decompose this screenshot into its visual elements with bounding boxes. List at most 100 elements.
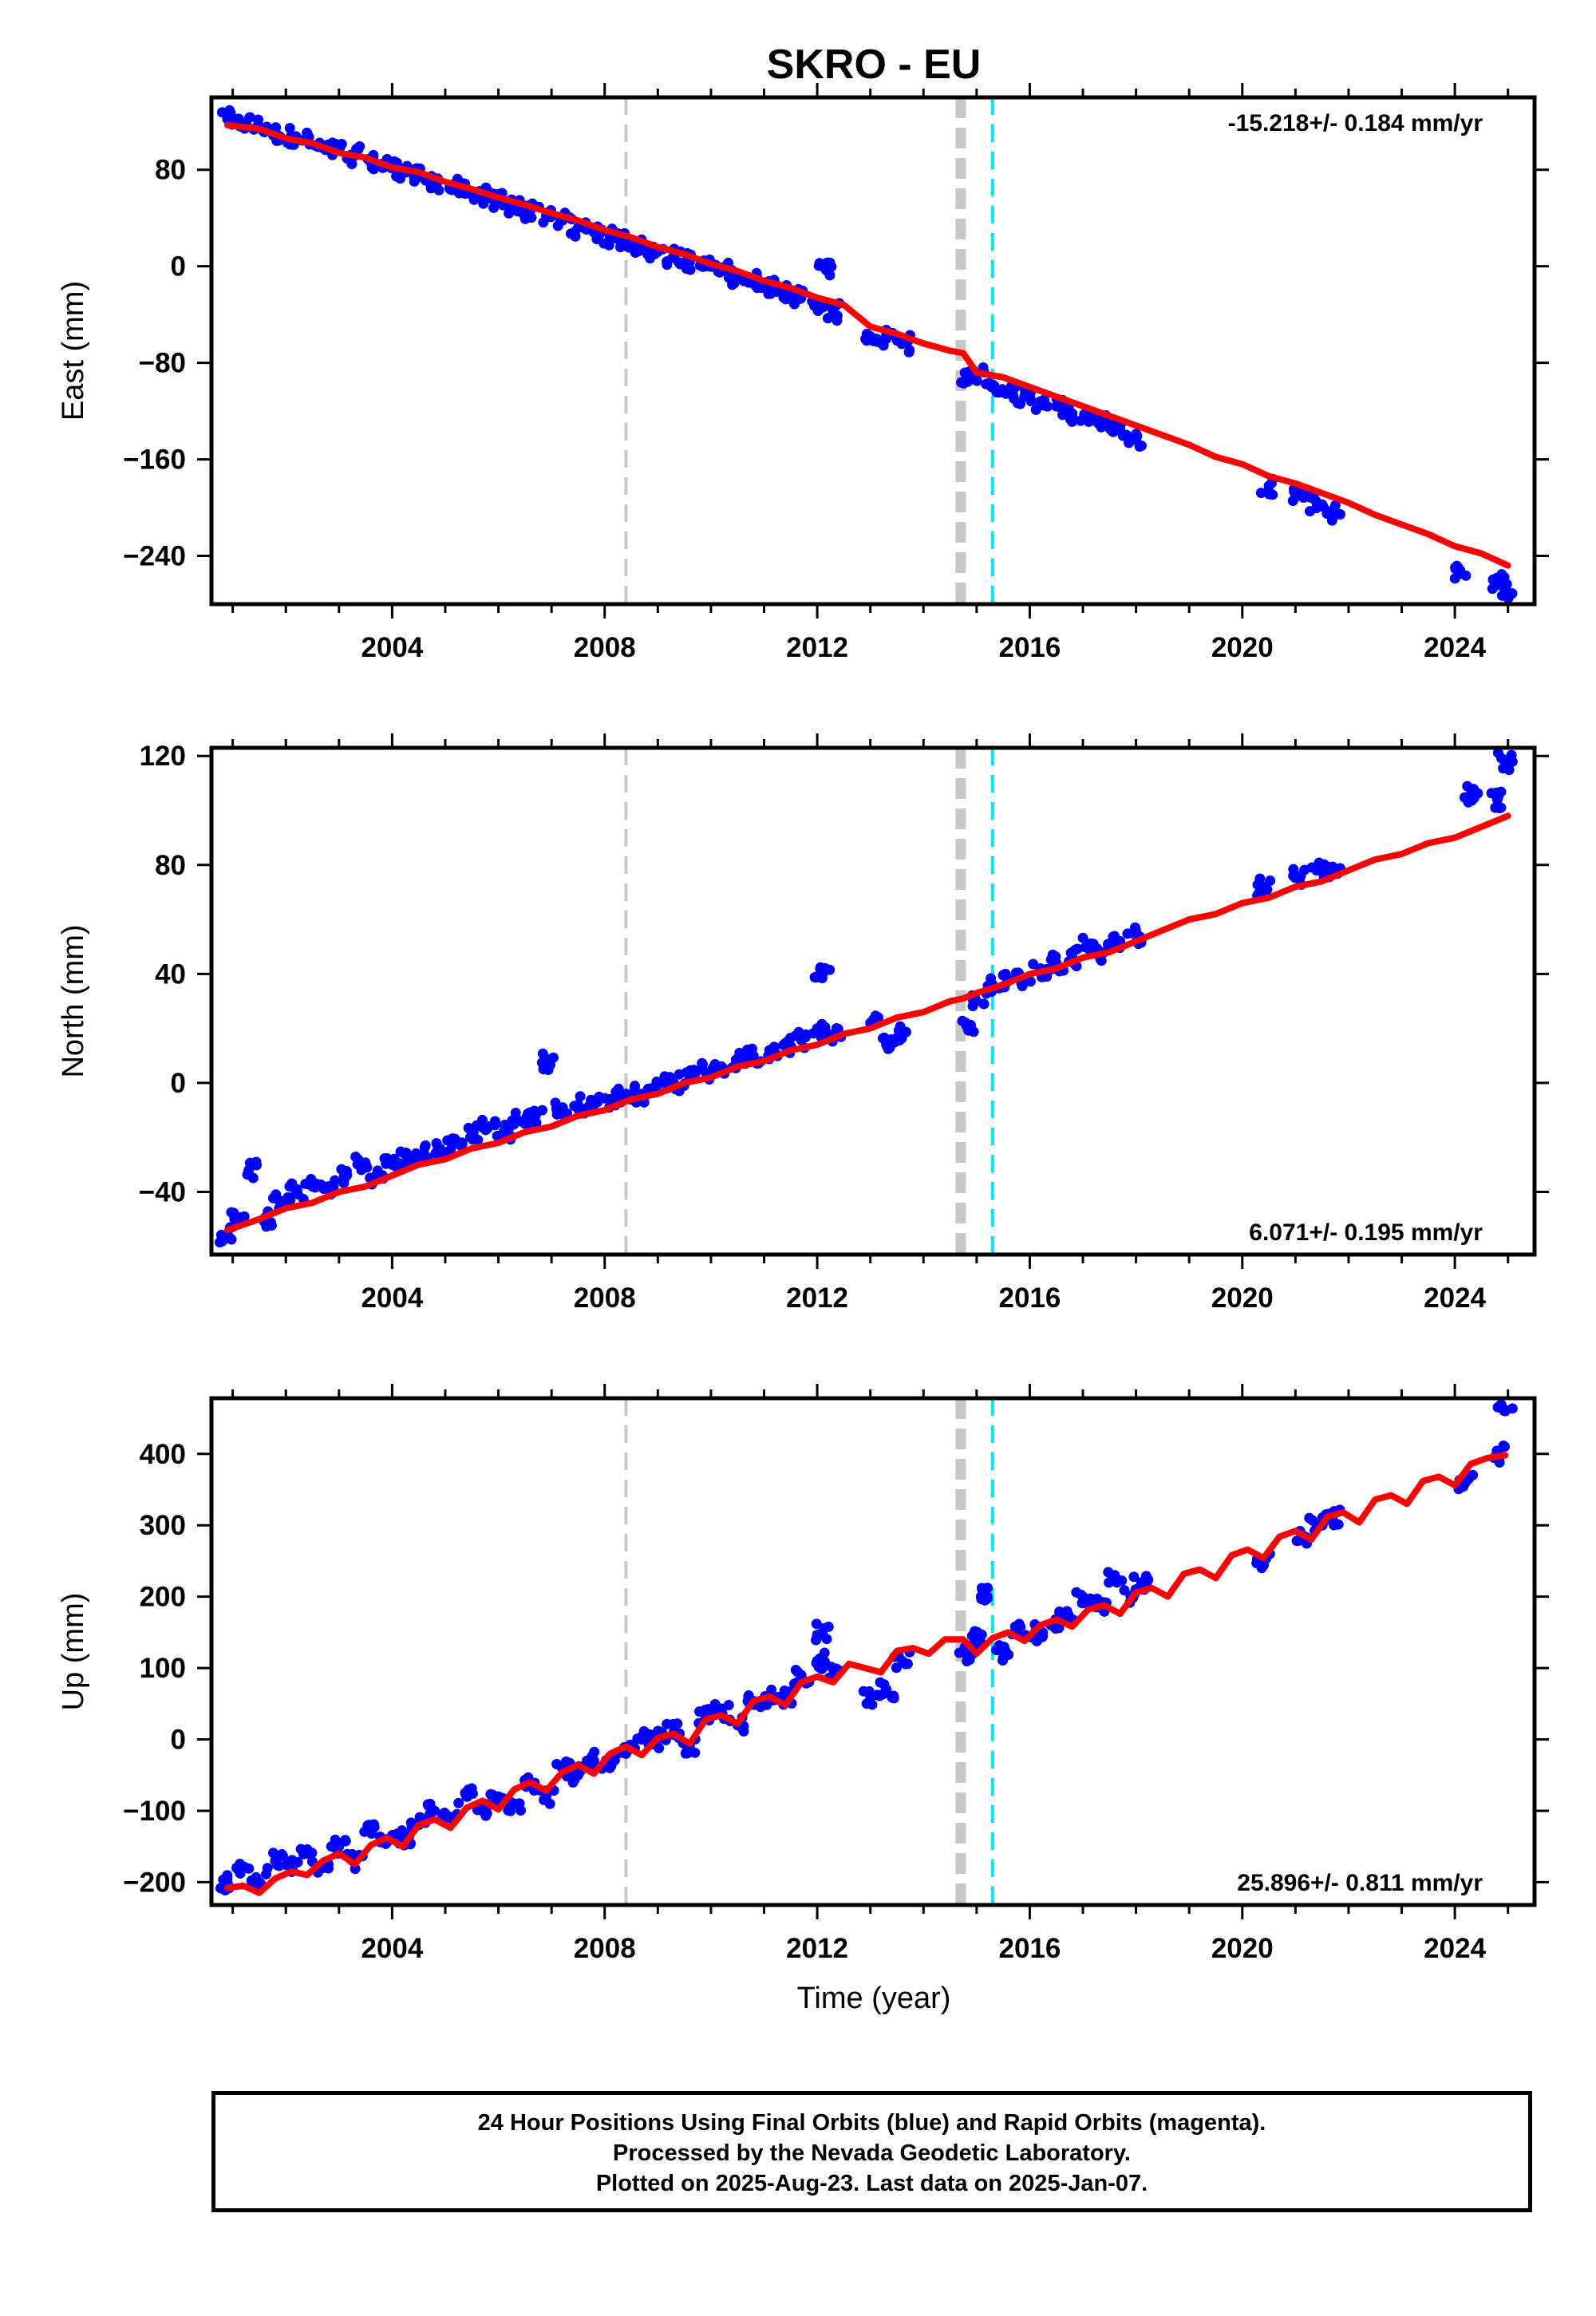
data-point bbox=[453, 1797, 464, 1808]
data-point bbox=[537, 1105, 548, 1116]
panel-east: 2004 2008 2012 2016 2020 2024 80 0 −80 −160 −240 Ea… bbox=[57, 83, 1549, 663]
x-tick-label: 2012 bbox=[786, 632, 848, 663]
data-point bbox=[1494, 579, 1505, 591]
data-point bbox=[900, 1658, 911, 1670]
data-point bbox=[1256, 1563, 1267, 1574]
data-point bbox=[709, 1699, 721, 1710]
data-point bbox=[503, 1804, 514, 1816]
data-point bbox=[526, 212, 537, 223]
data-point bbox=[488, 202, 500, 213]
data-point bbox=[691, 1065, 702, 1077]
data-point bbox=[538, 1064, 549, 1075]
data-point bbox=[395, 1146, 406, 1157]
x-tick-label: 2008 bbox=[574, 632, 636, 663]
data-point bbox=[330, 1175, 341, 1186]
data-point bbox=[550, 1097, 561, 1109]
data-point bbox=[826, 261, 837, 272]
data-point bbox=[485, 1788, 496, 1800]
plot-frame bbox=[209, 745, 1537, 1257]
data-point bbox=[599, 1093, 610, 1104]
data-point bbox=[243, 1168, 255, 1180]
data-point bbox=[340, 1836, 351, 1847]
y-tick-label: 300 bbox=[140, 1510, 186, 1541]
data-point bbox=[606, 1761, 617, 1772]
data-point bbox=[560, 1756, 571, 1767]
data-point bbox=[811, 1618, 822, 1630]
data-point bbox=[962, 1019, 974, 1030]
data-point bbox=[1290, 872, 1301, 883]
x-tick-label: 2008 bbox=[574, 1933, 636, 1964]
panel-north: 2004 2008 2012 2016 2020 2024 120 80 40 0 −40 North… bbox=[57, 733, 1549, 1314]
data-point bbox=[1136, 441, 1147, 452]
data-point bbox=[652, 1080, 663, 1091]
x-tick-label: 2008 bbox=[574, 1282, 636, 1314]
data-point bbox=[1335, 509, 1346, 520]
data-point bbox=[251, 1871, 262, 1883]
rate-label: 6.071+/- 0.195 mm/yr bbox=[1249, 1219, 1483, 1246]
y-tick-label: −240 bbox=[123, 541, 186, 572]
data-point bbox=[1025, 976, 1036, 987]
chart-title: SKRO - EU bbox=[767, 41, 982, 88]
data-point bbox=[215, 1883, 226, 1894]
data-point bbox=[1076, 1589, 1087, 1600]
data-point bbox=[433, 1140, 444, 1152]
y-axis-label: North (mm) bbox=[57, 924, 90, 1077]
data-point bbox=[824, 964, 836, 975]
data-point bbox=[302, 1847, 313, 1858]
x-tick-label: 2024 bbox=[1424, 632, 1486, 663]
y-tick-label: −100 bbox=[123, 1796, 186, 1827]
y-tick-label: −40 bbox=[139, 1176, 186, 1207]
data-point bbox=[539, 1794, 550, 1805]
data-point bbox=[998, 1654, 1009, 1666]
data-point bbox=[1306, 862, 1317, 873]
data-point bbox=[873, 337, 884, 348]
data-point bbox=[1326, 515, 1337, 526]
data-point bbox=[1507, 588, 1518, 599]
data-point bbox=[1128, 1571, 1140, 1583]
data-point bbox=[792, 1666, 804, 1678]
data-point bbox=[589, 1746, 600, 1757]
data-point bbox=[523, 1108, 534, 1119]
y-tick-label: 120 bbox=[140, 741, 186, 772]
x-tick-label: 2004 bbox=[361, 1933, 423, 1964]
data-point bbox=[1496, 590, 1507, 601]
model-curve bbox=[224, 812, 1511, 1234]
panel-up: 2004 2008 2012 2016 2020 2024 400 300 200 100 0 −10… bbox=[57, 1384, 1549, 1964]
data-point bbox=[809, 972, 820, 983]
x-tick-label: 2020 bbox=[1211, 1933, 1274, 1964]
data-point bbox=[244, 112, 255, 123]
data-point bbox=[340, 1169, 351, 1180]
data-point bbox=[1262, 884, 1273, 895]
data-point bbox=[306, 1173, 317, 1184]
footer-line-2: Processed by the Nevada Geodetic Laborat… bbox=[613, 2140, 1131, 2166]
data-point bbox=[422, 1799, 433, 1810]
plot-area bbox=[216, 97, 1518, 604]
data-point bbox=[823, 1621, 834, 1632]
data-point bbox=[832, 310, 843, 322]
x-tick-label: 2012 bbox=[786, 1933, 848, 1964]
y-tick-label: −160 bbox=[123, 445, 186, 476]
data-point bbox=[216, 107, 227, 118]
y-tick-label: −80 bbox=[139, 348, 186, 379]
data-point bbox=[290, 1186, 302, 1197]
data-point bbox=[613, 1084, 624, 1095]
data-point bbox=[510, 1108, 521, 1119]
data-point bbox=[630, 1081, 641, 1092]
data-point bbox=[689, 1747, 701, 1758]
data-point bbox=[276, 1849, 287, 1860]
data-point bbox=[1109, 931, 1120, 942]
y-tick-label: −200 bbox=[123, 1867, 186, 1898]
data-point bbox=[761, 1699, 772, 1710]
data-point bbox=[728, 271, 739, 283]
data-point bbox=[476, 1114, 488, 1125]
data-point bbox=[439, 1807, 450, 1818]
data-point bbox=[662, 1718, 673, 1729]
data-point bbox=[1124, 437, 1135, 449]
data-point bbox=[1036, 1631, 1047, 1642]
data-point bbox=[272, 1860, 283, 1871]
data-point bbox=[1070, 944, 1081, 955]
data-point bbox=[1122, 928, 1133, 939]
data-point bbox=[664, 1072, 675, 1083]
data-point bbox=[1490, 802, 1501, 813]
